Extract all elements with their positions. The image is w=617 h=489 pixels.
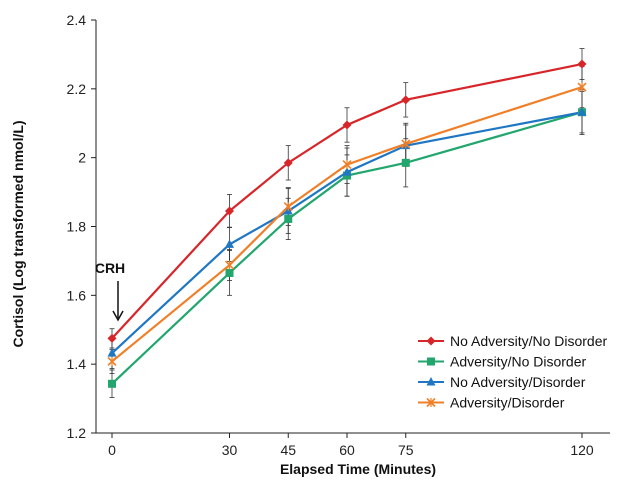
data-point [342,120,352,130]
data-point [225,239,234,248]
x-tick-label: 60 [339,442,355,458]
legend-item: Adversity/Disorder [418,395,565,411]
legend-item: No Adversity/Disorder [418,374,586,390]
y-tick-label: 1.2 [67,425,87,441]
series-line [111,62,583,340]
x-tick-label: 45 [280,442,296,458]
data-point [401,158,410,167]
series-line [111,111,583,385]
axes: 1.2 1.4 1.6 1.8 2 2.2 2.4 0 30 45 60 75 120 [67,12,610,458]
data-point [224,260,235,270]
x-tick-label: 120 [570,442,594,458]
legend-item: No Adversity/No Disorder [418,333,608,349]
y-axis-title: Cortisol (Log transformed nmol/L) [10,120,26,347]
data-point [107,333,117,343]
legend-label: Adversity/No Disorder [450,354,586,370]
y-tick-label: 1.8 [67,219,87,235]
x-tick-label: 75 [398,442,414,458]
data-point [283,201,293,212]
data-point [577,107,587,116]
data-point [107,356,117,366]
legend-label: No Adversity/Disorder [450,374,586,390]
data-point [342,159,352,170]
series-line [111,86,583,363]
crh-arrow [112,281,124,322]
data-point [107,348,117,357]
data-point [577,59,587,69]
series-line [111,111,583,354]
y-tick-label: 1.6 [67,287,87,303]
annotations: CRH [95,260,125,322]
legend: No Adversity/No Disorder Adversity/No Dis… [418,333,608,411]
data-point [342,167,352,176]
data-point [401,139,411,149]
series-lines [111,62,583,385]
crh-label: CRH [95,260,125,276]
y-tick-label: 2.4 [67,12,87,28]
series-markers [107,59,587,388]
data-point [284,214,293,223]
legend-label: Adversity/Disorder [450,395,565,411]
y-tick-label: 2.2 [67,81,87,97]
y-tick-label: 1.4 [67,356,87,372]
x-axis-title: Elapsed Time (Minutes) [280,461,436,477]
data-point [426,377,436,386]
data-point [225,206,234,216]
x-tick-label: 0 [108,442,116,458]
data-point [283,158,293,168]
data-point [108,379,116,388]
data-point [426,336,436,346]
data-point [401,95,411,105]
data-point [426,397,436,408]
legend-item: Adversity/No Disorder [418,354,586,370]
x-tick-label: 30 [222,442,238,458]
data-point [577,82,587,92]
legend-label: No Adversity/No Disorder [450,333,608,349]
y-tick-label: 2 [78,150,86,166]
data-point [225,268,234,277]
data-point [427,357,435,366]
